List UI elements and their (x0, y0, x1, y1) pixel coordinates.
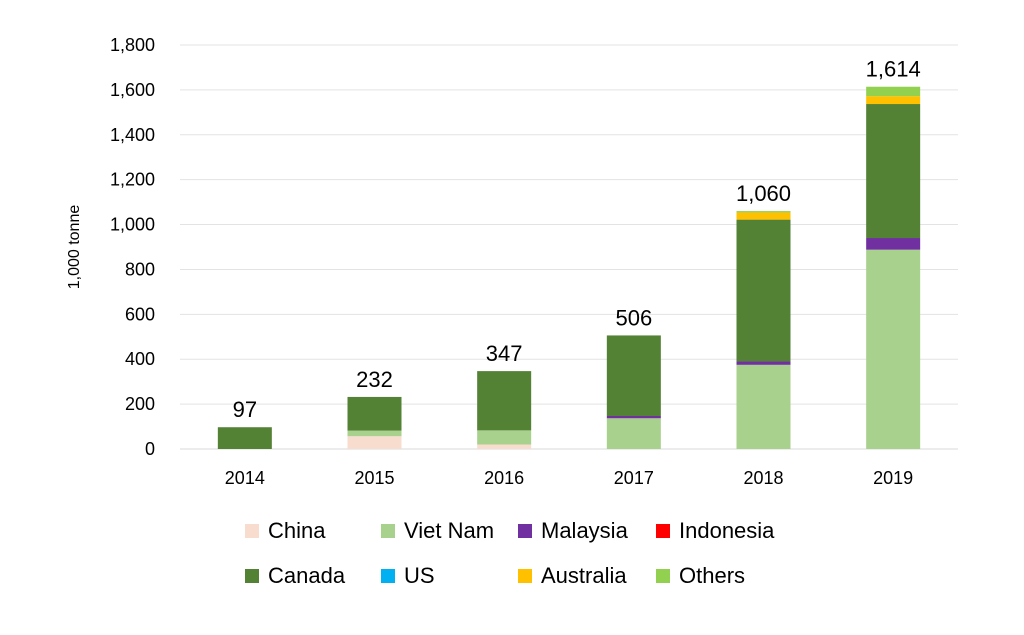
total-data-label: 1,060 (736, 181, 791, 206)
labels: 0 200 400 600 800 1,000 1,200 1,400 1,600 1,800 1,… (66, 35, 921, 488)
total-data-label: 232 (356, 367, 393, 392)
x-tick-label: 2015 (354, 468, 394, 488)
y-tick-label: 800 (125, 259, 155, 279)
total-data-label: 506 (615, 305, 652, 330)
x-tick-label: 2018 (743, 468, 783, 488)
bars (217, 86, 921, 449)
bar-segment (606, 335, 661, 417)
bar-segment (736, 212, 791, 220)
bar-segment (866, 238, 921, 250)
bar-segment (477, 371, 532, 431)
gridlines (180, 44, 958, 450)
x-tick-label: 2017 (614, 468, 654, 488)
bar-segment (477, 444, 532, 449)
bar-segment (866, 86, 921, 97)
bar-segment (736, 364, 791, 449)
y-tick-label: 200 (125, 394, 155, 414)
bar-segment (217, 427, 272, 449)
bar-segment (606, 418, 661, 449)
y-axis-label: 1,000 tonne (66, 205, 83, 290)
bar-segment (866, 104, 921, 239)
bar-segment (736, 211, 791, 213)
x-tick-label: 2019 (873, 468, 913, 488)
total-data-label: 347 (486, 341, 523, 366)
y-tick-label: 400 (125, 349, 155, 369)
y-tick-label: 1,200 (110, 170, 155, 190)
bar-segment (347, 436, 402, 449)
y-tick-label: 1,600 (110, 80, 155, 100)
x-tick-label: 2014 (225, 468, 265, 488)
y-tick-label: 1,000 (110, 215, 155, 235)
bar-segment (347, 430, 402, 437)
bar-segment (347, 396, 402, 431)
x-tick-label: 2016 (484, 468, 524, 488)
y-tick-label: 1,400 (110, 125, 155, 145)
bar-segment (866, 96, 921, 105)
bar-segment (736, 361, 791, 365)
y-tick-label: 0 (145, 439, 155, 459)
bar-segment (477, 430, 532, 445)
total-data-label: 1,614 (866, 57, 921, 82)
bar-segment (736, 219, 791, 362)
total-data-label: 97 (233, 397, 257, 422)
y-tick-label: 600 (125, 304, 155, 324)
y-tick-label: 1,800 (110, 35, 155, 55)
bar-segment (606, 416, 661, 419)
bar-segment (866, 249, 921, 449)
